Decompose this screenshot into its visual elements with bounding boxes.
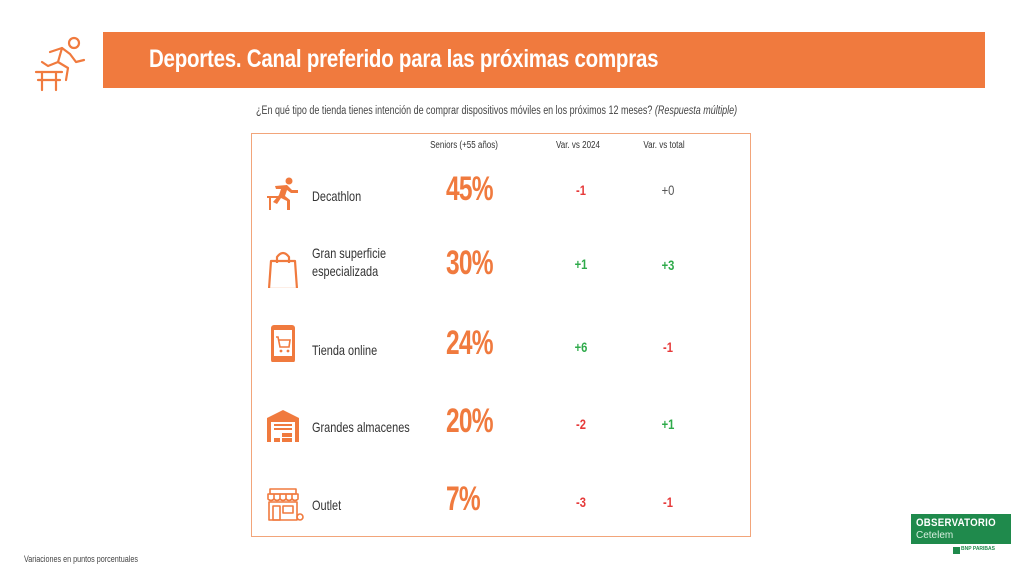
var-vs-2024: +6 [574, 339, 588, 355]
table-row: Grandes almacenes 20% -2 +1 [251, 398, 751, 458]
title-banner: Deportes. Canal preferido para las próxi… [103, 32, 985, 88]
var-vs-total: +3 [661, 257, 675, 273]
column-header-var-2024: Var. vs 2024 [556, 140, 600, 151]
storefront-icon [267, 488, 304, 521]
row-label: Grandes almacenes [312, 419, 410, 435]
var-vs-2024: -3 [576, 494, 586, 510]
results-panel [251, 133, 751, 537]
var-vs-total: +0 [661, 182, 675, 198]
footnote: Variaciones en puntos porcentuales [24, 554, 138, 564]
row-value: 24% [446, 324, 494, 362]
row-value: 30% [446, 244, 494, 282]
row-value: 7% [446, 480, 481, 518]
question-text: ¿En qué tipo de tienda tienes intención … [256, 105, 653, 117]
row-label-line2: especializada [312, 263, 379, 279]
var-vs-2024: -2 [576, 416, 586, 432]
survey-question: ¿En qué tipo de tienda tienes intención … [256, 105, 737, 117]
runner-icon [267, 177, 298, 210]
brand-sub: Cetelem [916, 530, 954, 541]
var-vs-2024: -1 [576, 182, 586, 198]
warehouse-icon [267, 410, 299, 442]
row-value: 45% [446, 170, 494, 208]
var-vs-total: -1 [663, 339, 673, 355]
column-header-seniors: Seniors (+55 años) [430, 140, 498, 151]
page-title: Deportes. Canal preferido para las próxi… [149, 45, 659, 73]
table-row: Tienda online 24% +6 -1 [251, 320, 751, 380]
row-label: Decathlon [312, 188, 362, 204]
var-vs-2024: +1 [574, 256, 588, 272]
observatorio-cetelem-logo: OBSERVATORIO Cetelem BNP PARIBAS [911, 514, 1011, 558]
row-value: 20% [446, 402, 494, 440]
column-header-var-total: Var. vs total [643, 140, 685, 151]
shopping-bag-icon [267, 251, 299, 288]
table-row: Outlet 7% -3 -1 [251, 476, 751, 536]
bnp-star-icon [953, 547, 960, 554]
brand-bank: BNP PARIBAS [961, 546, 995, 552]
var-vs-total: +1 [661, 416, 675, 432]
row-label-line1: Gran superficie [312, 245, 387, 261]
var-vs-total: -1 [663, 494, 673, 510]
brand-strip: BNP PARIBAS [911, 544, 1011, 558]
smartphone-cart-icon [271, 325, 295, 362]
row-label: Outlet [312, 497, 342, 513]
question-note: (Respuesta múltiple) [654, 105, 738, 117]
table-row: Gran superficie especializada 30% +1 +3 [251, 240, 751, 300]
hurdle-runner-icon [34, 36, 86, 92]
table-row: Decathlon 45% -1 +0 [251, 166, 751, 226]
brand-name: OBSERVATORIO [916, 517, 996, 529]
row-label: Tienda online [312, 342, 378, 358]
